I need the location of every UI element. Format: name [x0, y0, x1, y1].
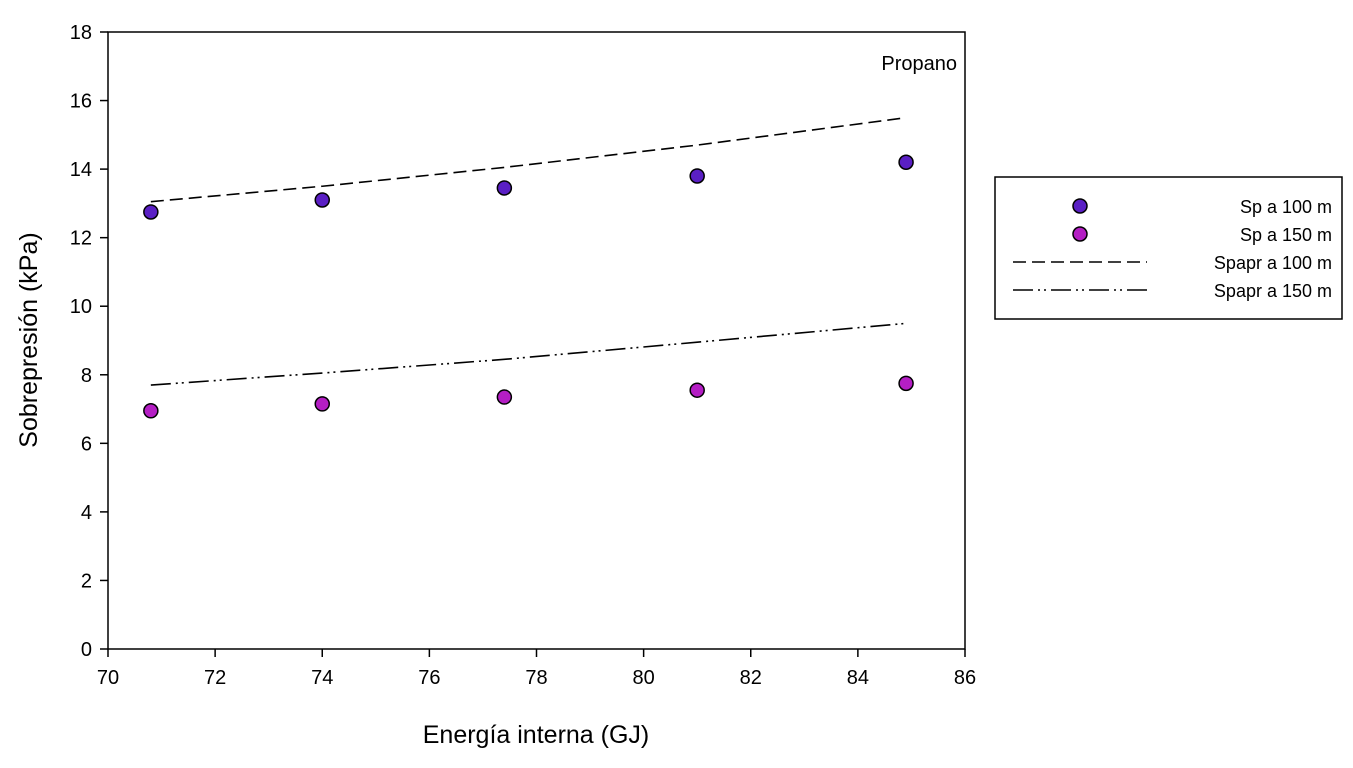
data-point [314, 396, 330, 412]
x-tick-label: 72 [204, 667, 226, 689]
x-tick-label: 84 [847, 667, 869, 689]
y-axis: 0 2 4 6 8 10 12 14 16 18 [70, 22, 108, 661]
x-tick-label: 80 [633, 667, 655, 689]
series-line-spapr-a-100-m [150, 116, 907, 203]
legend-items: Sp a 100 m Sp a 150 m Spapr a 100 m Spapr a… [1013, 197, 1332, 301]
x-tick-label: 82 [740, 667, 762, 689]
series-line-spapr-a-150-m [150, 322, 907, 386]
data-point [496, 389, 513, 405]
legend-label: Spapr a 100 m [1214, 253, 1332, 273]
y-tick-label: 18 [70, 22, 92, 44]
x-axis: 70 72 74 76 78 80 82 84 86 [97, 649, 976, 689]
y-tick-label: 6 [81, 433, 92, 455]
legend-box [994, 176, 1343, 320]
y-tick-label: 2 [81, 570, 92, 592]
annotation-propano: Propano [881, 53, 957, 75]
x-axis-title: Energía interna (GJ) [423, 721, 650, 749]
series-layer [143, 116, 914, 419]
y-tick-label: 8 [81, 365, 92, 387]
y-tick-label: 14 [70, 159, 92, 181]
plot-frame [107, 31, 966, 650]
legend-marker [1072, 226, 1088, 242]
legend-marker [1072, 198, 1088, 214]
data-point [143, 204, 159, 220]
x-tick-label: 78 [525, 667, 547, 689]
y-tick-label: 16 [70, 91, 92, 113]
x-tick-label: 76 [418, 667, 440, 689]
x-tick-label: 74 [311, 667, 333, 689]
data-point [496, 180, 513, 196]
data-point [898, 375, 914, 392]
legend-label: Spapr a 150 m [1214, 281, 1332, 301]
y-axis-title: Sobrepresión (kPa) [15, 232, 43, 447]
data-point [689, 382, 705, 398]
legend-label: Sp a 150 m [1240, 225, 1332, 245]
x-tick-label: 86 [954, 667, 976, 689]
x-tick-label: 70 [97, 667, 119, 689]
data-point [898, 154, 914, 171]
data-point [689, 168, 705, 184]
y-tick-label: 10 [70, 296, 92, 318]
y-tick-label: 4 [81, 502, 92, 524]
legend-label: Sp a 100 m [1240, 197, 1332, 217]
y-tick-label: 12 [70, 228, 92, 250]
y-tick-label: 0 [81, 639, 92, 661]
data-point [314, 192, 330, 208]
legend: Sp a 100 m Sp a 150 m Spapr a 100 m Spapr a… [994, 176, 1343, 320]
data-point [143, 403, 159, 419]
